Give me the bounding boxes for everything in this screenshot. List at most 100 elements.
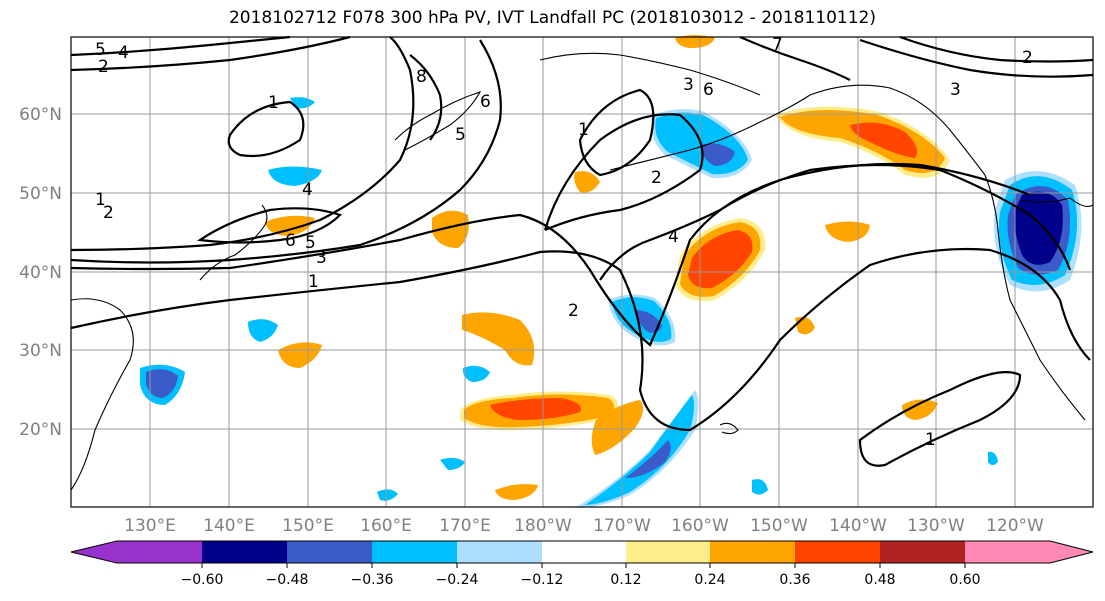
map-frame — [70, 36, 1094, 508]
longitude-labels: 130°E 140°E 150°E 160°E 170°E 180°W 170°… — [124, 516, 1044, 536]
clabel-4: 4 — [668, 227, 679, 247]
lon-label-150e: 150°E — [282, 516, 334, 536]
graticule — [71, 37, 1093, 507]
map-title: 2018102712 F078 300 hPa PV, IVT Landfall… — [228, 8, 876, 28]
clabel-3: 3 — [316, 248, 327, 268]
shade-orange-p1 — [462, 312, 535, 366]
shade-orange-goa — [780, 109, 945, 174]
shade-orange-p10 — [495, 484, 538, 500]
lon-label-120w: 120°W — [986, 516, 1044, 536]
shade-orange-p2 — [432, 210, 469, 248]
coastlines — [70, 52, 1094, 491]
lon-label-150w: 150°W — [750, 516, 808, 536]
shade-orange-p6 — [825, 221, 870, 242]
lon-label-170e: 170°E — [439, 516, 491, 536]
lat-label-40: 40°N — [19, 263, 62, 283]
colorbar: −0.60 −0.48 −0.36 −0.24 −0.12 0.12 0.24 … — [70, 540, 1094, 588]
colorbar-seg-11 — [965, 541, 1050, 563]
colorbar-tick-7: 0.24 — [694, 572, 725, 588]
shade-red-goa — [850, 122, 918, 158]
shade-blue-p4 — [462, 365, 490, 382]
lon-label-160w: 160°W — [671, 516, 729, 536]
contour-ne-2 — [899, 35, 1094, 63]
clabel-5: 5 — [305, 233, 316, 253]
clabel-2: 2 — [568, 301, 579, 321]
colorbar-outline — [70, 540, 1094, 564]
shade-blue-p8 — [377, 489, 398, 501]
contour-1-north — [227, 100, 305, 158]
colorbar-seg-7 — [626, 541, 710, 563]
coast-kamchatka — [394, 91, 482, 151]
contour-2-ak — [543, 113, 704, 232]
shade-blue-dark-nw — [1014, 191, 1063, 265]
contour-4-cp — [599, 163, 1072, 281]
clabel-4c: 4 — [118, 43, 129, 63]
lat-label-50: 50°N — [19, 184, 62, 204]
clabel-8: 8 — [416, 67, 427, 87]
clabel-2b: 2 — [651, 168, 662, 188]
coast-alaska-south — [809, 84, 986, 176]
shade-blue-p9 — [988, 451, 998, 465]
lon-label-170w: 170°W — [593, 516, 651, 536]
clabel-1b: 1 — [308, 272, 319, 292]
colorbar-left-extend — [71, 541, 117, 563]
shade-red-sub — [490, 398, 581, 420]
contour-labels: 1 1 1 1 1 2 2 2 2 2 3 3 3 4 4 4 5 5 5 6 … — [95, 35, 1033, 450]
lon-label-140e: 140°E — [203, 516, 255, 536]
latitude-labels: 60°N 50°N 40°N 30°N 20°N — [19, 105, 62, 440]
colorbar-tick-9: 0.48 — [864, 572, 895, 588]
clabel-2d: 2 — [1022, 48, 1033, 68]
colorbar-tick-8: 0.36 — [779, 572, 810, 588]
contour-jet-japan — [196, 207, 343, 244]
colorbar-seg-8 — [710, 541, 795, 563]
shade-orange-p8 — [795, 316, 815, 335]
clabel-3b: 3 — [950, 80, 961, 100]
clabel-4b: 4 — [302, 180, 313, 200]
colorbar-tick-5: −0.12 — [521, 572, 564, 588]
colorbar-tick-10: 0.60 — [949, 572, 980, 588]
clabel-3c: 3 — [683, 75, 694, 95]
shade-red-cp — [688, 230, 753, 289]
shade-blue-p3 — [248, 319, 278, 342]
colorbar-seg-9 — [795, 541, 880, 563]
clabel-6c: 6 — [703, 80, 714, 100]
colorbar-seg-10 — [880, 541, 965, 563]
shade-orange-p3 — [591, 400, 644, 455]
clabel-2c: 2 — [103, 203, 114, 223]
colorbar-seg-2 — [202, 541, 287, 563]
colorbar-right-extend — [1050, 541, 1093, 563]
contour-2 — [70, 162, 1031, 347]
clabel-2e: 2 — [98, 57, 109, 77]
clabel-5b: 5 — [455, 125, 466, 145]
colorbar-tick-1: −0.60 — [181, 572, 224, 588]
lat-label-30: 30°N — [19, 341, 62, 361]
clabel-1: 1 — [268, 93, 279, 113]
clabel-7: 7 — [772, 35, 783, 55]
coast-canada-inland — [1019, 197, 1094, 207]
colorbar-tick-2: −0.48 — [266, 572, 309, 588]
shade-blue-band — [585, 395, 695, 505]
lon-label-180w: 180°W — [514, 516, 572, 536]
clabel-1c: 1 — [95, 190, 106, 210]
coast-japan — [199, 204, 268, 281]
clabel-6: 6 — [285, 231, 296, 251]
colorbar-tick-4: −0.24 — [436, 572, 479, 588]
shade-orange-p9 — [902, 399, 938, 420]
contour-7 — [739, 35, 851, 81]
shade-orange-p7 — [574, 171, 600, 193]
colorbar-seg-3 — [287, 541, 372, 563]
clabel-6b: 6 — [480, 92, 491, 112]
shade-orange-p11 — [675, 35, 715, 48]
lon-label-130w: 130°W — [907, 516, 965, 536]
shade-blue-p7 — [752, 479, 768, 495]
contour-nw — [70, 35, 351, 72]
lat-label-60: 60°N — [19, 105, 62, 125]
lon-label-130e: 130°E — [124, 516, 176, 536]
shade-orange-p4 — [278, 342, 322, 368]
shade-blue-p6 — [290, 97, 315, 109]
shade-blue-mid-band — [625, 440, 671, 478]
coast-alaska-pen — [609, 94, 811, 171]
shade-blue-p2 — [268, 166, 322, 186]
lon-label-160e: 160°E — [360, 516, 412, 536]
